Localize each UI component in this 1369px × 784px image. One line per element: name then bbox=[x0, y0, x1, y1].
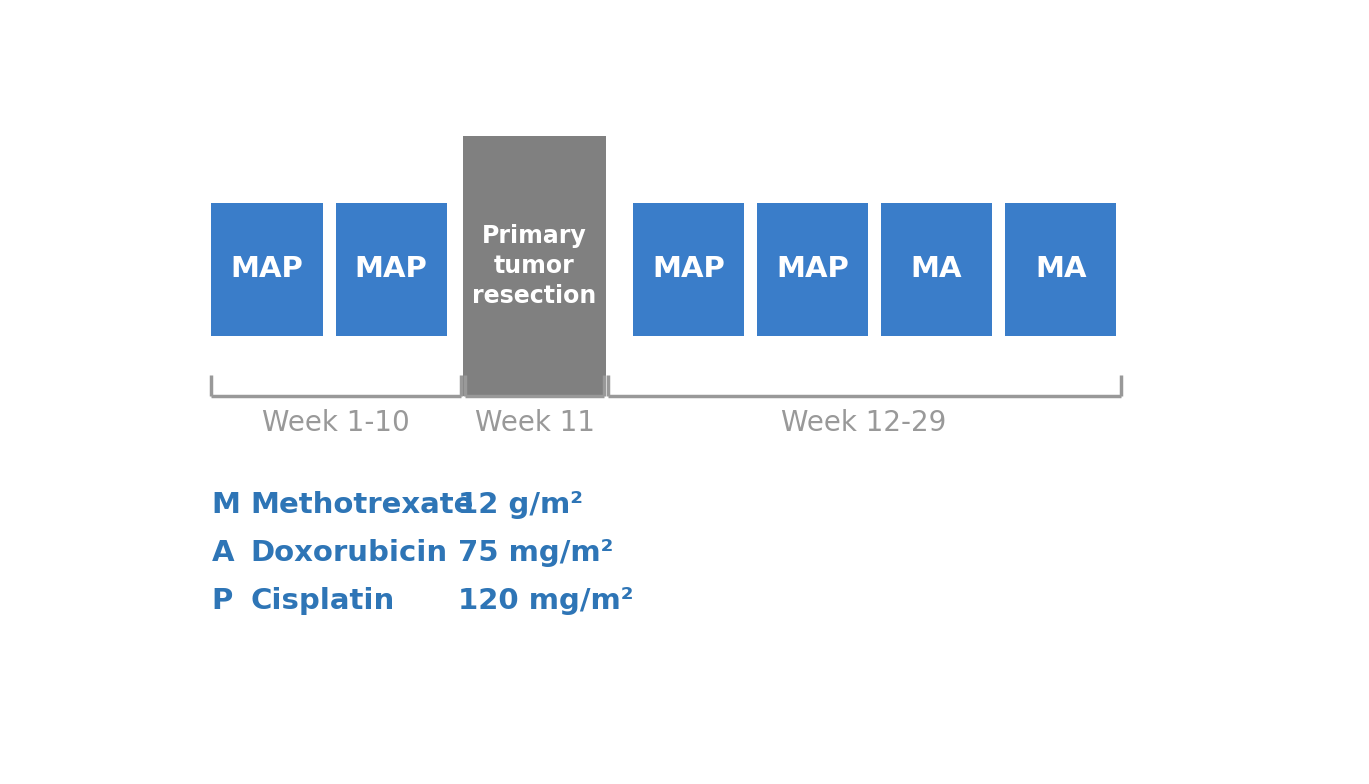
Text: Week 1-10: Week 1-10 bbox=[261, 409, 409, 437]
Text: Doxorubicin: Doxorubicin bbox=[251, 539, 448, 567]
FancyBboxPatch shape bbox=[463, 136, 606, 396]
FancyBboxPatch shape bbox=[632, 203, 745, 336]
Text: MAP: MAP bbox=[776, 255, 849, 283]
FancyBboxPatch shape bbox=[211, 203, 323, 336]
Text: MAP: MAP bbox=[231, 255, 304, 283]
FancyBboxPatch shape bbox=[757, 203, 868, 336]
Text: Primary
tumor
resection: Primary tumor resection bbox=[472, 224, 597, 308]
Text: MA: MA bbox=[1035, 255, 1087, 283]
Text: Week 11: Week 11 bbox=[475, 409, 596, 437]
FancyBboxPatch shape bbox=[1005, 203, 1117, 336]
Text: MA: MA bbox=[910, 255, 962, 283]
Text: 75 mg/m²: 75 mg/m² bbox=[457, 539, 613, 567]
Text: Week 12-29: Week 12-29 bbox=[782, 409, 946, 437]
FancyBboxPatch shape bbox=[335, 203, 448, 336]
Text: 12 g/m²: 12 g/m² bbox=[457, 491, 583, 518]
Text: A: A bbox=[211, 539, 234, 567]
Text: MAP: MAP bbox=[355, 255, 427, 283]
FancyBboxPatch shape bbox=[880, 203, 993, 336]
Text: Cisplatin: Cisplatin bbox=[251, 587, 394, 615]
Text: Methotrexate: Methotrexate bbox=[251, 491, 474, 518]
Text: MAP: MAP bbox=[652, 255, 724, 283]
Text: P: P bbox=[211, 587, 233, 615]
Text: M: M bbox=[211, 491, 241, 518]
Text: 120 mg/m²: 120 mg/m² bbox=[457, 587, 632, 615]
